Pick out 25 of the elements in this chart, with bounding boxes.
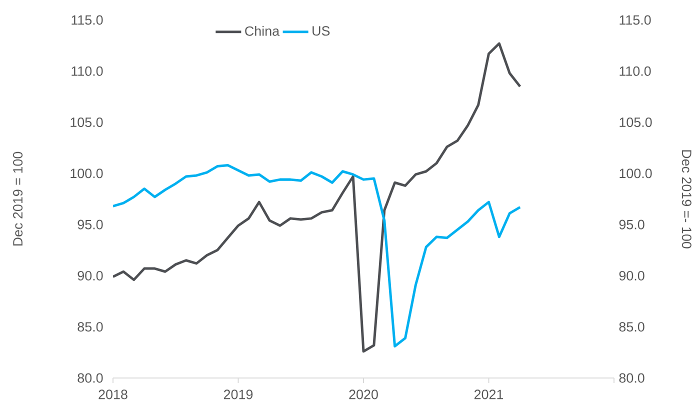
y-tick-label: 90.0 bbox=[78, 270, 103, 280]
line-series bbox=[113, 42, 522, 353]
y-tick-label: 80.0 bbox=[78, 373, 103, 383]
y2-axis-title: Dec 2019 =- 100 bbox=[682, 150, 692, 248]
y-tick-label: 85.0 bbox=[78, 322, 103, 332]
y2-tick-label: 105.0 bbox=[620, 118, 652, 128]
legend-label: China bbox=[245, 26, 280, 36]
x-tick-label: 2019 bbox=[224, 390, 253, 400]
y2-tick-label: 115.0 bbox=[620, 15, 651, 25]
legend-label: US bbox=[312, 26, 330, 36]
y-axis-title: Dec 2019 = 100 bbox=[13, 152, 23, 246]
y2-tick-label: 110.0 bbox=[620, 66, 651, 76]
y2-tick-label: 95.0 bbox=[619, 220, 644, 230]
x-tick-label: 2021 bbox=[474, 390, 504, 400]
y2-tick-label: 100.0 bbox=[620, 168, 652, 178]
y2-tick-label: 85.0 bbox=[619, 322, 644, 332]
y2-tick-label: 90.0 bbox=[619, 270, 644, 280]
y-tick-label: 110.0 bbox=[72, 66, 103, 76]
y-tick-label: 105.0 bbox=[70, 118, 103, 128]
x-tick-label: 2020 bbox=[349, 390, 378, 400]
x-tick-label: 2018 bbox=[98, 390, 128, 400]
y-tick-label: 95.0 bbox=[78, 220, 103, 230]
y-tick-label: 115.0 bbox=[72, 15, 103, 25]
y2-tick-label: 80.0 bbox=[619, 373, 644, 383]
y-tick-label: 100.0 bbox=[70, 168, 103, 178]
